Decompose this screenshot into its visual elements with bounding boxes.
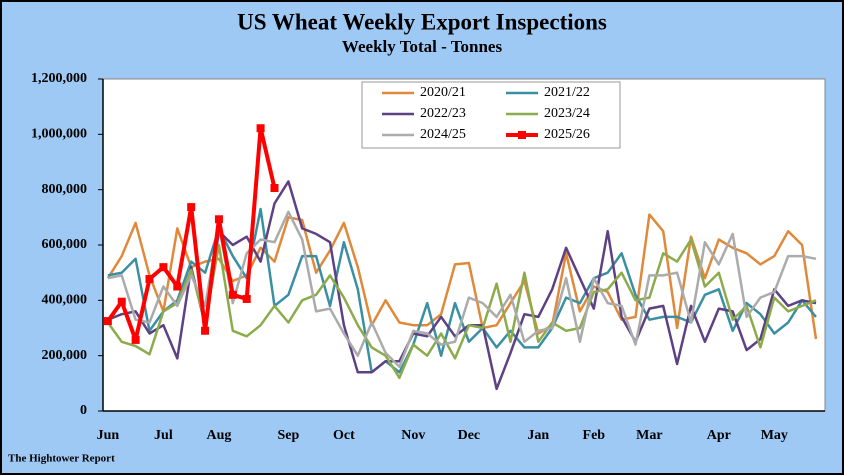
- x-tick-label: Sep: [277, 428, 299, 443]
- marker: [256, 124, 265, 133]
- marker: [214, 215, 223, 224]
- x-tick-label: Mar: [636, 428, 662, 443]
- chart-subtitle: Weekly Total - Tonnes: [342, 37, 503, 56]
- marker: [201, 326, 210, 335]
- marker: [187, 203, 196, 212]
- y-tick-label: 1,000,000: [31, 127, 87, 142]
- legend-label: 2023/24: [544, 106, 590, 121]
- y-tick-label: 200,000: [42, 348, 88, 363]
- x-tick-label: Dec: [458, 428, 481, 443]
- x-tick-label: Oct: [333, 428, 355, 443]
- marker: [173, 282, 182, 291]
- marker: [242, 294, 251, 303]
- marker: [145, 275, 154, 284]
- series-line: [106, 238, 817, 380]
- legend-label: 2022/23: [420, 106, 466, 121]
- source: The Hightower Report: [8, 453, 115, 465]
- chart-title: US Wheat Weekly Export Inspections: [237, 9, 607, 34]
- marker: [270, 184, 279, 193]
- y-tick-label: 800,000: [42, 182, 88, 197]
- x-tick-label: May: [761, 428, 788, 443]
- marker: [159, 263, 168, 272]
- x-tick-label: Feb: [583, 428, 606, 443]
- marker: [131, 335, 140, 344]
- y-tick-label: 1,200,000: [31, 71, 87, 86]
- legend-label: 2021/22: [544, 85, 590, 100]
- marker: [103, 317, 112, 326]
- marker: [117, 297, 126, 306]
- series-line: [107, 180, 817, 391]
- x-tick-label: Nov: [401, 428, 425, 443]
- x-tick-label: Jun: [97, 428, 120, 443]
- legend-label: 2020/21: [420, 85, 466, 100]
- y-tick-label: 600,000: [42, 237, 88, 252]
- x-tick-label: Aug: [206, 428, 231, 443]
- y-tick-label: 0: [80, 403, 87, 418]
- x-tick-label: Jul: [154, 428, 173, 443]
- marker: [228, 290, 237, 299]
- x-tick-label: Jan: [527, 428, 549, 443]
- x-tick-label: Apr: [707, 428, 731, 443]
- legend-label: 2025/26: [544, 127, 590, 142]
- legend-marker: [518, 131, 526, 139]
- legend-label: 2024/25: [420, 127, 466, 142]
- y-tick-label: 400,000: [42, 293, 88, 308]
